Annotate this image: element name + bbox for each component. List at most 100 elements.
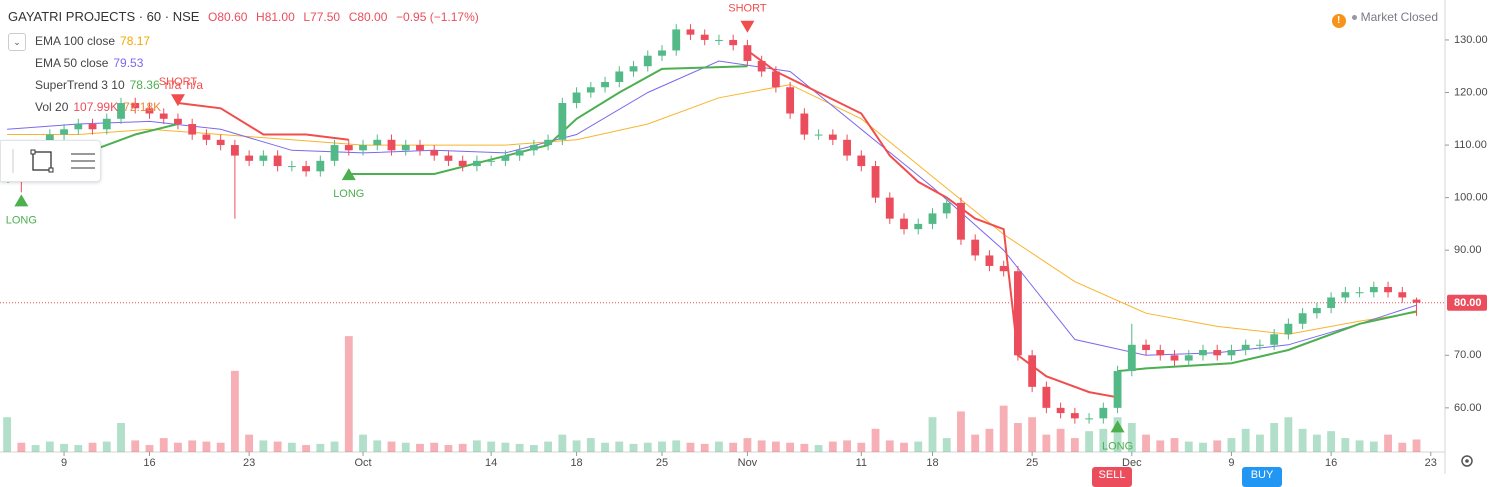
volume-bar bbox=[871, 428, 880, 452]
indicator-line bbox=[6, 65, 1417, 373]
volume-bar bbox=[188, 440, 197, 452]
plot bbox=[0, 24, 1445, 452]
candle-body bbox=[230, 145, 239, 156]
volume-bar bbox=[202, 441, 211, 452]
volume-bar bbox=[17, 442, 26, 452]
indicator-legend: ⌄ EMA 100 close 78.17 EMA 50 close 79.53 Supe… bbox=[8, 30, 208, 118]
candle-body bbox=[615, 71, 624, 82]
volume-bar bbox=[458, 443, 467, 452]
volume-bar bbox=[999, 405, 1008, 452]
volume-bar bbox=[985, 428, 994, 452]
y-tick-label: 100.00 bbox=[1454, 192, 1488, 204]
candle-body bbox=[885, 197, 894, 219]
volume-bar bbox=[1270, 423, 1279, 452]
candle-body bbox=[487, 160, 496, 162]
candle-body bbox=[60, 129, 68, 135]
drawing-toolbar[interactable] bbox=[0, 140, 101, 182]
candle-body bbox=[102, 118, 111, 130]
volume-bar bbox=[1070, 438, 1079, 452]
volume-bar bbox=[216, 442, 225, 452]
volume-bar bbox=[1256, 434, 1264, 452]
legend-toggle[interactable]: ⌄ bbox=[8, 33, 26, 51]
x-tick-label: 11 bbox=[856, 457, 867, 469]
candle-body bbox=[174, 118, 182, 125]
candle-body bbox=[1127, 344, 1136, 372]
candle-body bbox=[757, 60, 766, 72]
volume-bar bbox=[444, 445, 453, 452]
volume-bar bbox=[615, 441, 624, 452]
volume-bar bbox=[1013, 423, 1022, 452]
volume-bar bbox=[1327, 431, 1336, 452]
legend-value: n/a bbox=[186, 78, 204, 92]
chart: 60.00 70.00 90.00 100.00 110.00 120.00 130.00 9… bbox=[0, 0, 1488, 474]
volume-bar bbox=[1369, 441, 1378, 452]
x-tick-label: 9 bbox=[1228, 457, 1234, 469]
candle-body bbox=[1270, 334, 1279, 345]
y-tick-label: 130.00 bbox=[1454, 34, 1488, 46]
buy-button[interactable]: BUY bbox=[1242, 467, 1282, 487]
volume-bar bbox=[501, 442, 510, 452]
volume-bar bbox=[1284, 417, 1293, 452]
legend-row: ⌄ EMA 100 close 78.17 bbox=[8, 30, 208, 52]
candle-body bbox=[1156, 350, 1165, 356]
candle-body bbox=[871, 166, 880, 198]
volume-bar bbox=[942, 438, 951, 452]
candle-body bbox=[1355, 292, 1364, 294]
candle-body bbox=[586, 87, 595, 93]
candle-body bbox=[700, 34, 709, 40]
candle-body bbox=[1184, 355, 1193, 361]
volume-bar bbox=[686, 442, 695, 452]
x-tick-label: Nov bbox=[738, 457, 758, 469]
candle-body bbox=[88, 124, 97, 130]
sell-button[interactable]: SELL bbox=[1092, 467, 1132, 487]
candle-body bbox=[401, 145, 410, 151]
legend-row: SuperTrend 3 10 78.36 n/a n/a bbox=[8, 74, 208, 96]
volume-bar bbox=[643, 442, 652, 452]
volume-bar bbox=[558, 434, 567, 452]
candle-body bbox=[686, 29, 695, 35]
candle-body bbox=[1369, 286, 1378, 293]
volume-bar bbox=[900, 442, 908, 452]
signal-arrow bbox=[341, 168, 356, 181]
candle-body bbox=[287, 166, 296, 168]
candle-body bbox=[572, 92, 581, 104]
legend-name: Vol 20 bbox=[35, 100, 69, 114]
x-tick-label: 18 bbox=[570, 457, 582, 469]
volume-bar bbox=[1113, 417, 1122, 452]
candle-body bbox=[1113, 371, 1122, 408]
volume-bar bbox=[715, 441, 723, 452]
volume-bar bbox=[473, 440, 481, 452]
volume-bar bbox=[914, 441, 923, 452]
candle-body bbox=[316, 160, 325, 172]
volume-bar bbox=[117, 423, 125, 452]
toolbar-icons bbox=[12, 149, 95, 173]
volume-bar bbox=[1156, 440, 1165, 452]
volume-bar bbox=[401, 442, 410, 452]
volume-bar bbox=[1213, 440, 1222, 452]
candle-body bbox=[771, 71, 780, 88]
candle-body bbox=[857, 155, 866, 167]
volume-bar bbox=[1241, 428, 1250, 452]
last-price-tag bbox=[1447, 294, 1487, 311]
settings-icon[interactable] bbox=[1461, 455, 1473, 467]
candle-body bbox=[117, 103, 125, 119]
x-tick-label: Oct bbox=[354, 457, 371, 469]
volume-bar bbox=[373, 440, 382, 452]
volume-bar bbox=[330, 441, 339, 452]
volume-bar bbox=[273, 441, 282, 452]
candle-body bbox=[145, 108, 154, 114]
volume-bar bbox=[287, 442, 296, 452]
volume-bar bbox=[45, 441, 54, 452]
volume-bar bbox=[31, 445, 40, 452]
candle-body bbox=[942, 202, 951, 214]
volume-bar bbox=[957, 411, 965, 452]
volume-bar bbox=[857, 442, 866, 452]
legend-value: 79.53 bbox=[113, 56, 144, 70]
candle-body bbox=[373, 139, 382, 146]
volume-bar bbox=[1170, 438, 1179, 452]
volume-bar bbox=[672, 440, 681, 452]
ohlc-open: O80.60 bbox=[208, 10, 248, 24]
volume-bar bbox=[601, 442, 609, 452]
candle-body bbox=[558, 103, 567, 140]
